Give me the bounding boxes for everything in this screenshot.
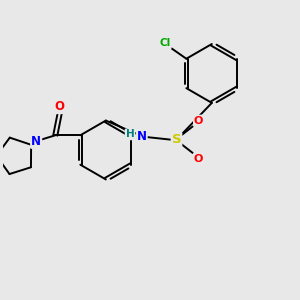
Text: H: H xyxy=(126,129,134,140)
Text: N: N xyxy=(31,135,41,148)
Text: N: N xyxy=(31,135,41,148)
Text: O: O xyxy=(194,116,203,126)
Text: N: N xyxy=(137,130,147,143)
Text: Cl: Cl xyxy=(160,38,171,48)
Text: O: O xyxy=(194,154,203,164)
Text: O: O xyxy=(55,100,65,113)
Text: S: S xyxy=(172,133,181,146)
